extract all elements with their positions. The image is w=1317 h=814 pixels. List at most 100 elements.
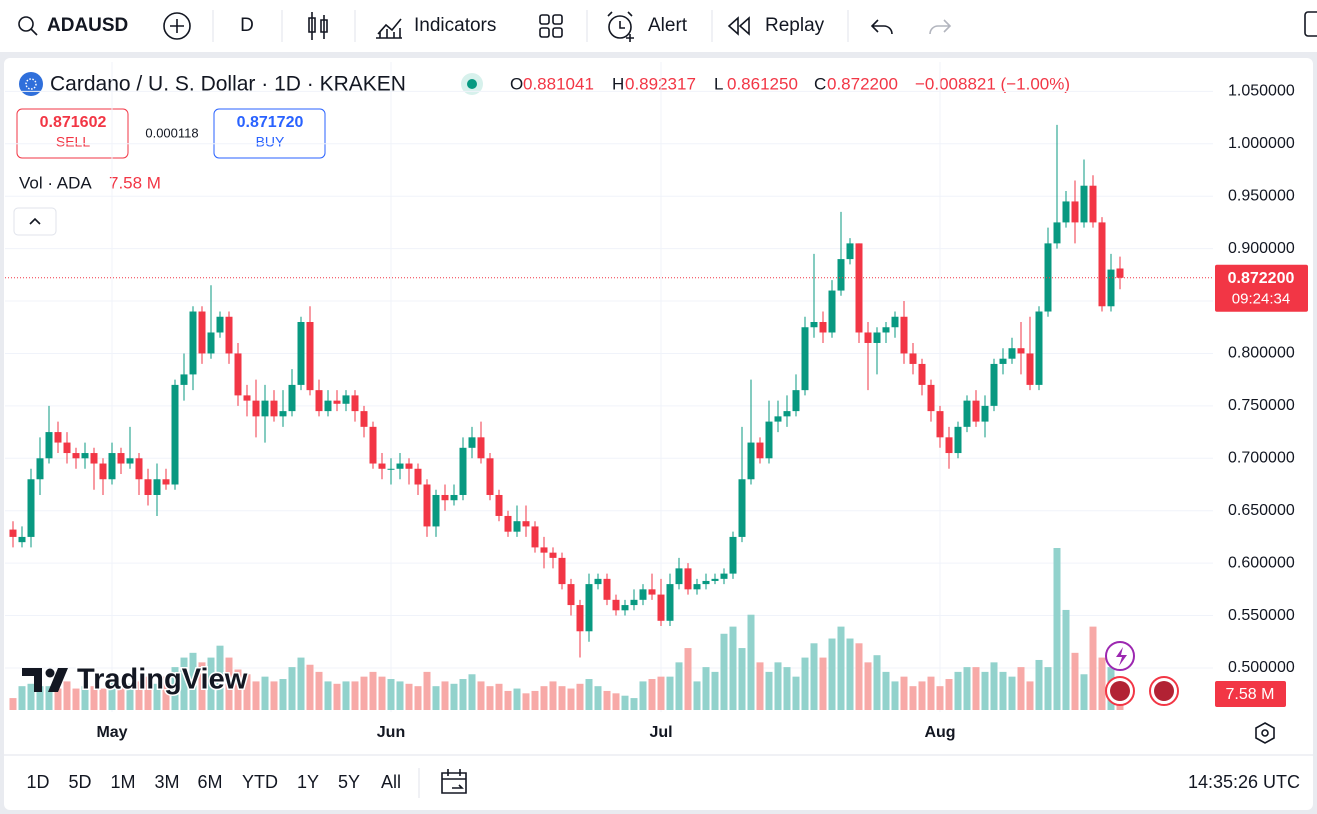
- volume-bar: [261, 676, 269, 710]
- volume-bar: [1026, 681, 1034, 710]
- replay-button[interactable]: Replay: [765, 15, 825, 36]
- range-button[interactable]: All: [381, 772, 401, 792]
- candle-body: [1017, 348, 1025, 354]
- redo-button[interactable]: [929, 19, 952, 35]
- sell-button[interactable]: [16, 108, 129, 159]
- volume-bar: [981, 671, 989, 710]
- y-tick-label: 0.500000: [1228, 659, 1295, 676]
- chart-type-button[interactable]: [308, 12, 328, 40]
- candle-body: [999, 358, 1007, 364]
- candle-body: [963, 400, 971, 427]
- volume-bar: [1062, 609, 1070, 710]
- candle-body: [666, 584, 674, 621]
- candle-body: [630, 599, 638, 606]
- candle-body: [387, 468, 395, 470]
- volume-bar: [351, 681, 359, 710]
- indicators-icon[interactable]: [376, 18, 402, 39]
- range-button[interactable]: 3M: [154, 772, 179, 792]
- volume-bar: [9, 698, 17, 710]
- goto-date-button[interactable]: [441, 769, 467, 794]
- buy-button[interactable]: [213, 108, 326, 159]
- replay-icon[interactable]: [727, 16, 750, 36]
- undo-button[interactable]: [870, 19, 893, 35]
- candle-body: [135, 458, 143, 480]
- candle-body: [522, 521, 530, 527]
- volume-bar: [630, 698, 638, 710]
- buy-label: BUY: [256, 134, 285, 150]
- candle-body: [774, 416, 782, 422]
- volume-bar: [1053, 548, 1061, 710]
- indicators-button[interactable]: Indicators: [414, 15, 496, 36]
- range-button[interactable]: 1D: [26, 772, 49, 792]
- volume-bar: [1008, 676, 1016, 710]
- ohlc-label: C: [814, 74, 826, 93]
- collapse-button[interactable]: [13, 207, 57, 236]
- candle-body: [918, 363, 926, 385]
- candle-body: [936, 411, 944, 438]
- candle-body: [1107, 269, 1115, 307]
- volume-bar: [162, 676, 170, 710]
- volume-bar: [216, 645, 224, 710]
- volume-bar: [711, 671, 719, 710]
- volume-bar: [18, 686, 26, 710]
- candle-body: [405, 463, 413, 469]
- candle-body: [45, 432, 53, 459]
- templates-button[interactable]: [539, 14, 563, 38]
- volume-bar: [846, 638, 854, 710]
- volume-bar: [279, 679, 287, 710]
- volume-bar: [171, 667, 179, 710]
- candle-body: [1062, 201, 1070, 223]
- candle-body: [117, 453, 125, 464]
- brand-logo: [22, 668, 68, 692]
- range-button[interactable]: 1Y: [297, 772, 319, 792]
- x-tick-label: May: [96, 724, 127, 741]
- candle-body: [189, 311, 197, 375]
- candle-body: [297, 322, 305, 385]
- y-tick-label: 0.550000: [1228, 607, 1295, 624]
- candle-body: [36, 458, 44, 480]
- volume-bar: [477, 681, 485, 710]
- volume-bar: [540, 686, 548, 710]
- range-button[interactable]: 1M: [110, 772, 135, 792]
- volume-bar: [1071, 652, 1079, 710]
- volume-bar: [288, 667, 296, 710]
- compare-button[interactable]: [163, 12, 191, 40]
- volume-bar: [189, 652, 197, 710]
- volume-bar: [315, 671, 323, 710]
- candle-body: [828, 290, 836, 333]
- range-button[interactable]: YTD: [242, 772, 278, 792]
- settings-button[interactable]: [1255, 722, 1275, 744]
- volume-bar: [774, 662, 782, 710]
- volume-bar: [990, 662, 998, 710]
- volume-bar: [783, 667, 791, 710]
- volume-bar: [666, 676, 674, 710]
- volume-bar: [198, 662, 206, 710]
- y-tick-label: 1.050000: [1228, 83, 1295, 100]
- range-button[interactable]: 5Y: [338, 772, 360, 792]
- ohlc-value: 0.872200: [827, 74, 898, 93]
- volume-bar: [324, 681, 332, 710]
- candle-body: [72, 453, 80, 459]
- symbol[interactable]: ADAUSD: [47, 15, 128, 36]
- clock: 14:35:26 UTC: [1188, 772, 1300, 792]
- candle-body: [243, 395, 251, 401]
- volume-tag: [1215, 681, 1286, 707]
- candle-body: [1026, 353, 1034, 385]
- volume-bar: [144, 676, 152, 710]
- alert-icon[interactable]: [608, 15, 632, 39]
- candle-body: [540, 547, 548, 553]
- volume-bar: [603, 690, 611, 710]
- candle-body: [1053, 222, 1061, 244]
- range-button[interactable]: 5D: [68, 772, 91, 792]
- alert-button[interactable]: Alert: [648, 15, 688, 36]
- search-icon[interactable]: [18, 16, 34, 32]
- volume-bar: [117, 686, 125, 710]
- volume-bar: [207, 657, 215, 710]
- volume-bar: [720, 633, 728, 710]
- volume-bar: [828, 638, 836, 710]
- interval[interactable]: D: [240, 15, 254, 36]
- layout-button[interactable]: [1304, 11, 1317, 37]
- range-button[interactable]: 6M: [197, 772, 222, 792]
